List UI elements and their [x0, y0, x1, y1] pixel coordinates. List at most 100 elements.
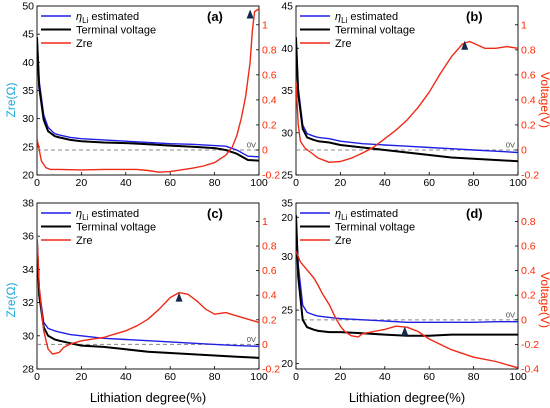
zero-voltage-label: 0V [506, 140, 515, 149]
right-tick-label: 1 [262, 216, 268, 228]
legend-eta-label: ηLi estimated [76, 11, 139, 25]
right-tick-label: 0 [262, 339, 268, 351]
peak-marker [461, 40, 469, 50]
left-tick-label: 32 [22, 297, 34, 309]
x-tick-label: 80 [209, 177, 221, 189]
legend-terminal-label: Terminal voltage [76, 25, 156, 37]
eta-estimated-line [37, 37, 259, 158]
x-tick-label: 40 [120, 177, 132, 189]
zre-line [37, 236, 259, 355]
x-tick-label: 80 [468, 371, 480, 383]
legend-zre-label: Zre [335, 38, 352, 50]
left-ylabel-top: Zre(Ω) [4, 83, 18, 118]
x-tick-label: 20 [335, 371, 347, 383]
right-tick-label: 0 [521, 314, 527, 326]
right-tick-label: 0.8 [521, 216, 536, 228]
legend-eta-label: ηLi estimated [76, 208, 139, 222]
right-tick-label: 0.6 [521, 69, 536, 81]
left-tick-label: 25 [281, 170, 293, 182]
terminal-voltage-line [296, 37, 518, 163]
legend-zre-label: Zre [335, 235, 352, 247]
x-tick-label: 100 [509, 371, 527, 383]
panel-1: 0V0 20 40 60 80 10020253035404550-0.200.20.40… [22, 1, 280, 190]
legend-terminal-label: Terminal voltage [335, 222, 415, 234]
right-tick-label: -0.2 [262, 170, 280, 182]
x-tick-label: 20 [76, 177, 88, 189]
x-tick-label: 20 [335, 177, 347, 189]
left-tick-label: 30 [22, 113, 34, 125]
left-tick-label: 45 [22, 29, 34, 41]
zre-line [296, 250, 518, 369]
right-tick-label: -0.4 [521, 364, 539, 376]
x-tick-label: 60 [423, 177, 435, 189]
zero-voltage-label: 0V [247, 335, 256, 344]
peak-marker [246, 9, 254, 19]
legend-terminal-label: Terminal voltage [335, 25, 415, 37]
zero-voltage-label: 0V [247, 140, 256, 149]
right-tick-label: 0.4 [521, 94, 536, 106]
plot-frame [295, 202, 519, 370]
left-tick-label: 50 [22, 1, 34, 13]
right-tick-label: 0.2 [521, 290, 536, 302]
right-ylabel-top: Voltage(V) [538, 72, 550, 128]
x-tick-label: 100 [250, 371, 268, 383]
right-tick-label: 0.6 [521, 241, 536, 253]
right-tick-label: 0.2 [262, 119, 277, 131]
panel-3: 0V 0 20 40 60 80 100 28 30 32 34 36 38 -0.2 0 0.2 0.4 0.6… [22, 198, 280, 384]
right-tick-label: 0.6 [262, 265, 277, 277]
x-tick-label: 0 [293, 177, 299, 189]
left-tick-label: 20 [22, 170, 34, 182]
left-tick-label: 25 [281, 305, 293, 317]
panel-label: (d) [466, 206, 483, 221]
eta-estimated-line [296, 215, 518, 323]
x-tick-label: 40 [379, 177, 391, 189]
x-tick-label: 0 [34, 177, 40, 189]
left-tick-label: 30 [281, 251, 293, 263]
right-tick-label: -0.2 [521, 339, 539, 351]
legend-zre-label: Zre [76, 235, 93, 247]
x-tick-label: 40 [379, 371, 391, 383]
right-ylabel-bottom: Voltage(V) [538, 272, 550, 328]
zero-voltage-label: 0V [506, 310, 515, 319]
right-tick-label: -0.2 [521, 170, 539, 182]
plot-frame [36, 202, 260, 370]
x-tick-label: 20 [76, 371, 88, 383]
eta-estimated-line [37, 239, 259, 347]
terminal-voltage-line [296, 215, 518, 337]
x-tick-label: 80 [468, 177, 480, 189]
left-tick-label: 38 [22, 198, 34, 210]
right-tick-label: 0 [262, 144, 268, 156]
left-tick-label: 35 [22, 85, 34, 97]
right-tick-label: 0.2 [262, 314, 277, 326]
x-tick-label: 40 [120, 371, 132, 383]
left-tick-label: 36 [22, 231, 34, 243]
panel-4: 0V0 20 40 60 80 10020253035-0.4-0.200.20.40.6… [281, 198, 539, 384]
x-tick-label: 60 [164, 177, 176, 189]
left-tick-label: 28 [22, 364, 34, 376]
x-tick-label: 60 [164, 371, 176, 383]
legend-eta-label: ηLi estimated [335, 11, 398, 25]
panel-label: (b) [466, 9, 483, 24]
left-tick-label: 40 [22, 57, 34, 69]
left-tick-label: 20 [281, 212, 293, 224]
panel-2: 0V 0 20 40 60 80 100 20 25 30 35 40 45 -0.2 0 0.2 0.4 0.6… [281, 1, 539, 224]
left-tick-label: 40 [281, 43, 293, 55]
panels-container: 0V0 20 40 60 80 10020253035404550-0.200.20.40… [22, 1, 539, 384]
panel-label: (a) [207, 9, 223, 24]
x-tick-label: 0 [34, 371, 40, 383]
x-tick-label: 60 [423, 371, 435, 383]
eta-estimated-line [296, 37, 518, 154]
xlabel-left: Lithiation degree(%) [90, 390, 206, 405]
panel-label: (c) [207, 206, 223, 221]
left-tick-label: 35 [281, 198, 293, 210]
terminal-voltage-line [37, 239, 259, 359]
peak-marker [401, 326, 409, 336]
right-tick-label: -0.2 [262, 364, 280, 376]
terminal-voltage-line [37, 37, 259, 162]
right-tick-label: 0.8 [262, 44, 277, 56]
right-tick-label: 0.4 [262, 94, 277, 106]
legend-eta-label: ηLi estimated [335, 208, 398, 222]
x-tick-label: 0 [293, 371, 299, 383]
xlabel-right: Lithiation degree(%) [349, 390, 465, 405]
